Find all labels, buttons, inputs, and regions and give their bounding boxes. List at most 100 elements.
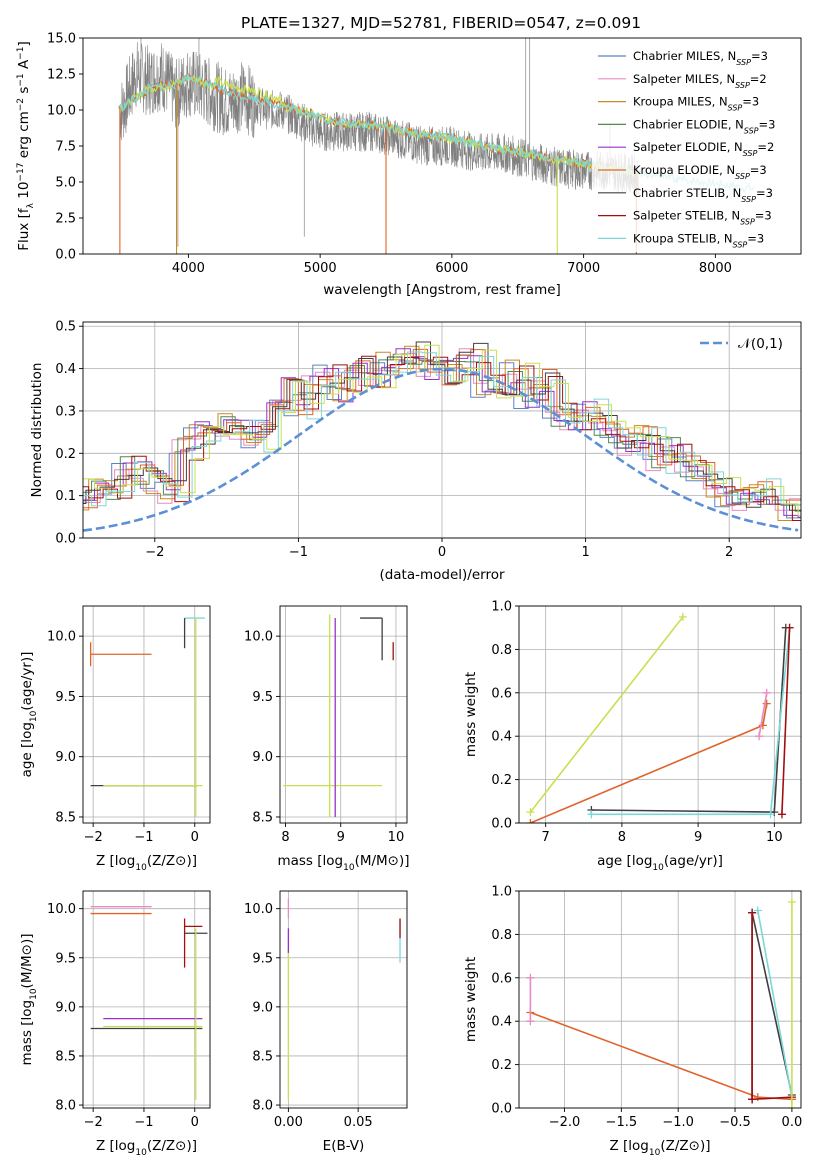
x-tick-label: −1 <box>134 1115 153 1130</box>
weight-point-marker <box>526 973 535 982</box>
legend-entry: Kroupa STELIB, NSSP=3 <box>633 231 764 249</box>
weight-point-marker <box>748 1095 757 1104</box>
axes-frame <box>279 605 408 824</box>
x-tick-label: 0.0 <box>782 1115 803 1130</box>
y-tick-label: 9.5 <box>55 690 76 705</box>
histogram-step <box>83 351 801 507</box>
weight-point-marker <box>766 810 775 819</box>
plot-area <box>90 906 208 1101</box>
y-axis-label: Flux [fλ 10−17 erg cm−2 s−1 A−1] <box>16 41 36 251</box>
x-tick-label: −1 <box>289 545 308 560</box>
z-age-plot: −2 −1 0 8.5 9.0 9.5 10.0 Z [log10(Z/Z⊙)] age [lo… <box>19 605 211 873</box>
weight-point-marker <box>753 906 762 915</box>
histogram-step <box>83 344 801 516</box>
weight-point-marker <box>587 810 596 819</box>
weight-point-marker <box>787 1104 796 1108</box>
y-tick-label: 0.1 <box>55 489 76 504</box>
plot-area <box>526 612 794 823</box>
histogram-step <box>83 353 801 512</box>
ebv-mass-plot: 0.00 0.05 8.0 8.5 9.0 9.5 10.0 E(B-V) <box>244 890 408 1154</box>
y-tick-label: 9.0 <box>55 750 76 765</box>
x-axis-label: (data-model)/error <box>379 567 505 583</box>
weight-series-line <box>751 912 793 1100</box>
y-tick-label: 9.0 <box>252 750 273 765</box>
weight-point-marker <box>755 732 764 741</box>
x-axis-label: E(B-V) <box>323 1138 365 1154</box>
weight-series-line <box>758 692 768 737</box>
y-tick-label: 0.4 <box>491 730 512 745</box>
plot-area <box>526 897 796 1108</box>
plot-area <box>118 38 755 254</box>
figure-title: PLATE=1327, MJD=52781, FIBERID=0547, z=0… <box>241 14 641 32</box>
axes-frame <box>82 890 211 1109</box>
weight-series-line <box>530 703 768 823</box>
y-tick-label: 0.5 <box>55 320 76 335</box>
x-tick-label: −1.5 <box>606 1115 638 1130</box>
residual-histogram-plot: −2 −1 0 1 2 0.0 0.1 0.2 0.3 0.4 0.5 (data-model)/er… <box>29 320 802 583</box>
weight-point-marker <box>678 612 687 621</box>
x-tick-label: −2.0 <box>549 1115 581 1130</box>
legend-entry: Chabrier MILES, NSSP=3 <box>633 49 768 67</box>
legend-entry: 𝒩(0,1) <box>738 336 783 352</box>
legend-entry: Chabrier STELIB, NSSP=3 <box>633 186 773 204</box>
y-tick-label: 0.3 <box>55 404 76 419</box>
y-tick-label: 0.2 <box>491 773 512 788</box>
axes-frame <box>279 890 408 1109</box>
legend-entry: Salpeter STELIB, NSSP=3 <box>633 209 772 227</box>
y-tick-label: 0.2 <box>55 447 76 462</box>
y-tick-label: 8.0 <box>55 1099 76 1114</box>
y-tick-label: 0.4 <box>55 362 76 377</box>
legend: Chabrier MILES, NSSP=3 Salpeter MILES, NS… <box>592 44 796 252</box>
y-axis-label: age [log10(age/yr)] <box>19 652 39 778</box>
x-tick-label: 0 <box>191 830 199 845</box>
weight-point-marker <box>762 688 771 697</box>
histogram-step <box>83 355 801 521</box>
y-tick-label: 0.2 <box>491 1058 512 1073</box>
x-tick-label: 4000 <box>172 261 205 276</box>
y-tick-label: 9.0 <box>55 1000 76 1015</box>
x-tick-label: −2 <box>84 1115 103 1130</box>
x-tick-label: 0.05 <box>344 1115 373 1130</box>
x-tick-label: 1 <box>581 545 589 560</box>
y-tick-label: 0.6 <box>491 686 512 701</box>
y-tick-label: 0.8 <box>491 928 512 943</box>
y-tick-label: 10.0 <box>47 104 76 119</box>
y-tick-label: 10.0 <box>244 902 273 917</box>
z-weight-plot: −2.0 −1.5 −1.0 −0.5 0.0 0.0 0.2 0.4 0.6 0.8 1.0 Z [… <box>463 885 802 1159</box>
y-tick-label: 8.5 <box>252 810 273 825</box>
x-tick-label: 6000 <box>435 261 468 276</box>
weight-series-line <box>591 627 791 816</box>
x-tick-label: 8 <box>281 830 289 845</box>
y-tick-label: 0.0 <box>55 248 76 263</box>
x-axis-label: wavelength [Angstrom, rest frame] <box>323 282 561 298</box>
plot-area <box>282 614 394 817</box>
weight-series-line <box>757 910 793 1098</box>
y-tick-label: 1.0 <box>491 885 512 900</box>
axes-frame <box>82 605 211 824</box>
histogram-step <box>83 341 801 511</box>
x-tick-label: 10 <box>388 830 405 845</box>
legend-entry: Chabrier ELODIE, NSSP=3 <box>633 117 775 135</box>
y-tick-label: 9.5 <box>252 951 273 966</box>
y-tick-label: 8.5 <box>252 1049 273 1064</box>
x-tick-label: 0 <box>438 545 446 560</box>
y-tick-label: 0.0 <box>55 532 76 547</box>
x-tick-label: −2 <box>84 830 103 845</box>
weight-point-marker <box>526 819 535 823</box>
x-tick-label: 9 <box>337 830 345 845</box>
x-axis-label: Z [log10(Z/Z⊙)] <box>609 1138 710 1158</box>
x-tick-label: 10 <box>766 830 783 845</box>
weight-point-marker <box>753 1093 762 1102</box>
x-tick-label: −2 <box>145 545 164 560</box>
axes-frame <box>518 605 802 824</box>
legend-entry: Kroupa MILES, NSSP=3 <box>633 95 759 113</box>
y-tick-label: 7.5 <box>55 140 76 155</box>
y-tick-label: 10.0 <box>47 902 76 917</box>
y-tick-label: 5.0 <box>55 176 76 191</box>
y-tick-label: 0.0 <box>491 1102 512 1117</box>
y-tick-label: 0.0 <box>491 817 512 832</box>
mass-age-plot: 8 9 10 8.5 9.0 9.5 10.0 mass [log10(M/M⊙)] <box>244 605 410 873</box>
plot-area <box>83 341 801 532</box>
weight-point-marker <box>526 1017 535 1026</box>
